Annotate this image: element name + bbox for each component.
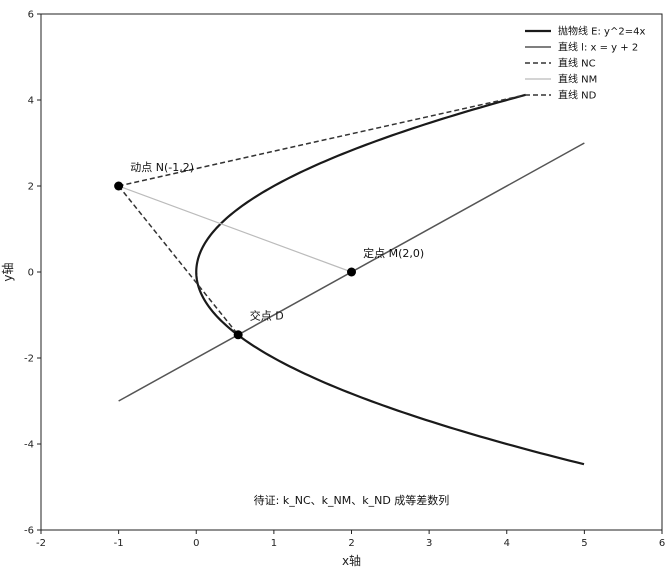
series-line-1 (195, 93, 585, 466)
point-label-3: 交点 D (250, 309, 284, 323)
y-tick-label: -2 (24, 354, 34, 365)
point-label-1: 动点 N(-1,2) (130, 161, 194, 174)
y-tick-label: 6 (28, 10, 34, 21)
y-tick-label: 4 (28, 96, 34, 107)
x-tick-label: 2 (348, 538, 354, 549)
point-marker-1 (114, 181, 124, 191)
legend-label-4: 直线 NM (558, 73, 597, 86)
y-tick-label: -6 (24, 526, 34, 537)
legend: 抛物线 E: y^2=4x 直线 l: x = y + 2 直线 NC 直线 NM 直线… (525, 25, 645, 102)
x-tick-label: 3 (426, 538, 432, 549)
x-tick-label: 1 (271, 538, 277, 549)
x-axis-label: x轴 (342, 553, 361, 568)
point-marker-3 (233, 330, 243, 340)
y-tick-label: 0 (28, 268, 34, 279)
y-tick-label: -4 (24, 440, 34, 451)
x-tick-label: 0 (193, 538, 199, 549)
point-marker-2 (347, 267, 356, 277)
legend-label-2: 直线 l: x = y + 2 (558, 41, 638, 54)
x-tick-label: 6 (659, 538, 665, 549)
axis-ticks: -2 -1 0 1 2 3 4 5 6 -6 -4 -2 0 2 4 6 (24, 10, 665, 550)
x-tick-label: -1 (114, 538, 124, 549)
series-line-4 (118, 185, 352, 273)
x-tick-label: -2 (36, 538, 46, 549)
legend-label-3: 直线 NC (558, 57, 596, 70)
y-tick-label: 2 (28, 182, 34, 193)
x-tick-label: 4 (504, 538, 510, 549)
legend-label-5: 直线 ND (558, 89, 597, 102)
annotation-text: 待证: k_NC、k_NM、k_ND 成等差数列 (254, 493, 450, 507)
point-label-2: 定点 M(2,0) (363, 246, 424, 260)
series-line-3 (118, 94, 526, 187)
plot-content: 动点 N(-1,2) 定点 M(2,0) 交点 D (114, 93, 585, 466)
x-tick-label: 5 (581, 538, 587, 549)
y-axis-label: y轴 (0, 262, 15, 281)
legend-label-1: 抛物线 E: y^2=4x (558, 25, 645, 38)
